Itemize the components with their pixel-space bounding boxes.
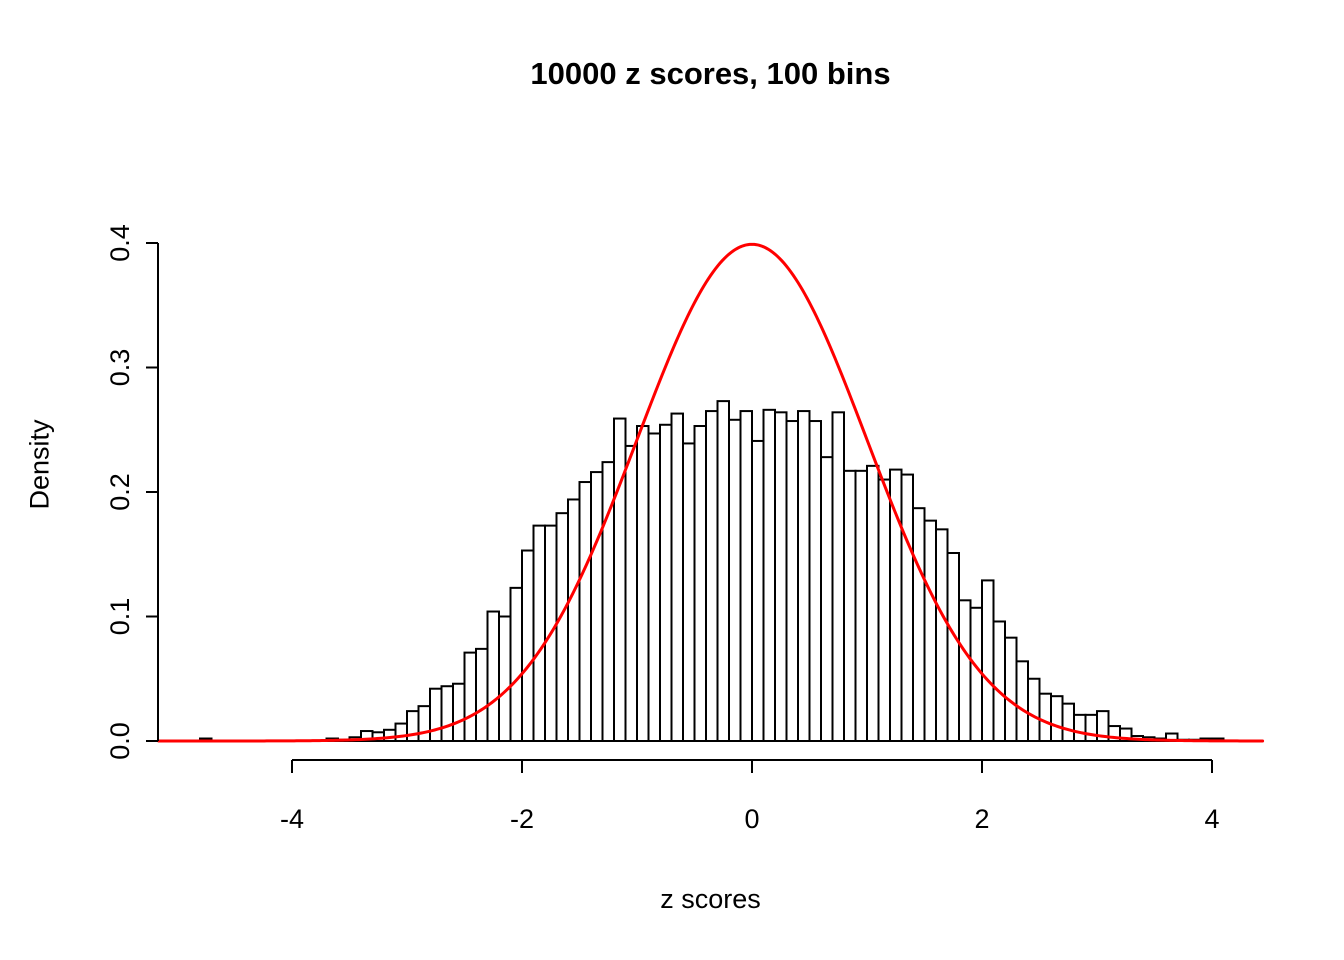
histogram-bar [394, 722, 408, 743]
histogram-bar [452, 682, 466, 742]
histogram-bar [486, 610, 500, 743]
histogram-bar [992, 620, 1006, 742]
histogram-bar [521, 549, 535, 743]
x-tick-label: -4 [280, 804, 304, 834]
histogram-bar [647, 432, 661, 742]
histogram-bar [659, 423, 673, 742]
histogram-bar [682, 442, 696, 742]
histogram-bar [808, 420, 822, 742]
y-tick-label: 0.3 [105, 349, 135, 387]
x-tick-label: 4 [1204, 804, 1219, 834]
histogram-bar [590, 471, 604, 742]
histogram-bar [935, 528, 949, 742]
histogram-bar [843, 469, 857, 742]
histogram-bar [578, 481, 592, 742]
y-axis: 0.0 0.1 0.2 0.3 0.4 [105, 224, 159, 760]
histogram-bar [958, 599, 972, 742]
histogram-bar [705, 410, 719, 742]
histogram-bar [1004, 636, 1018, 742]
histogram-bar [1061, 702, 1075, 743]
histogram-bar [1038, 692, 1052, 743]
x-tick-label: 0 [744, 804, 759, 834]
histogram-bar [532, 524, 546, 742]
histogram-bar [440, 685, 454, 742]
histogram-bar [831, 411, 845, 742]
histogram-bar [613, 417, 627, 742]
histogram-bar [728, 418, 742, 742]
histogram-bar [567, 498, 581, 742]
y-axis-label: Density [24, 419, 55, 510]
histogram-bar [475, 647, 489, 742]
histogram-bar [785, 420, 799, 742]
histogram-bar [797, 410, 811, 742]
histogram-bar [1073, 713, 1087, 742]
histogram-bar [774, 411, 788, 742]
histogram-bar [1050, 695, 1064, 742]
density-curve [157, 242, 1265, 743]
x-tick-label: -2 [510, 804, 534, 834]
y-tick-label: 0.0 [105, 722, 135, 760]
histogram-bar [1084, 713, 1098, 742]
histogram-bar [1119, 727, 1133, 742]
histogram-bar [820, 456, 834, 742]
y-tick-label: 0.4 [105, 224, 135, 262]
x-axis: -4 -2 0 2 4 [280, 759, 1220, 834]
histogram-bar [912, 507, 926, 742]
histogram-bar [877, 478, 891, 742]
histogram-bar [693, 425, 707, 742]
histogram-bar [498, 615, 512, 742]
x-tick-label: 2 [974, 804, 989, 834]
histogram-bar [555, 512, 569, 742]
chart-title: 10000 z scores, 100 bins [530, 56, 891, 91]
histogram-bar [900, 473, 914, 742]
histogram-bar [762, 408, 776, 742]
histogram-bar [854, 469, 868, 742]
histogram-bar [624, 444, 638, 742]
histogram-bar [1027, 677, 1041, 742]
histogram-bar [969, 606, 983, 742]
histogram-bar [509, 586, 523, 742]
histogram-bar [429, 687, 443, 743]
histogram-bar [923, 519, 937, 743]
histogram-bar [716, 400, 730, 742]
histogram-bar [866, 464, 880, 742]
histogram-bar [739, 410, 753, 742]
histogram-bar [463, 651, 477, 742]
histogram-bar [670, 412, 684, 742]
x-axis-label: z scores [660, 884, 761, 914]
histogram-bar [981, 579, 995, 743]
histogram-bar [417, 705, 431, 743]
histogram-bar [1015, 660, 1029, 743]
histogram-bar [751, 439, 765, 742]
y-tick-label: 0.1 [105, 598, 135, 636]
histogram-bar [636, 425, 650, 742]
histogram-bars [199, 400, 1225, 743]
y-tick-label: 0.2 [105, 473, 135, 511]
histogram-bar [946, 552, 960, 742]
